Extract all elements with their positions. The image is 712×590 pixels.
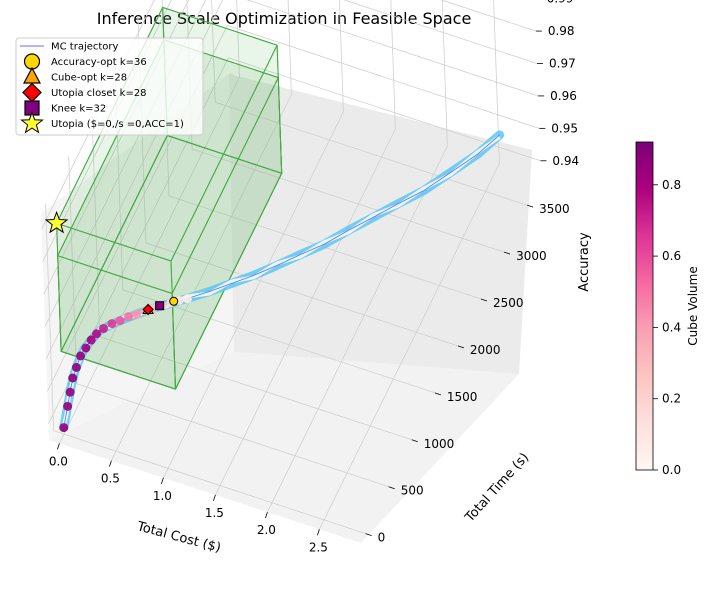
y-tick-mark <box>388 486 395 490</box>
colorbar-tick-label: 0.0 <box>662 463 681 477</box>
z-tick-label: 0.97 <box>549 57 576 71</box>
colorbar-tick-label: 0.2 <box>662 392 681 406</box>
x-gridline <box>215 0 396 496</box>
z-gridline <box>42 0 172 262</box>
x-gridline <box>267 0 448 513</box>
volume-point <box>107 319 117 329</box>
y-tick-label: 3500 <box>539 202 570 216</box>
x-gridline <box>111 0 292 461</box>
y-tick-mark <box>365 533 372 536</box>
y-tick-mark <box>434 392 441 396</box>
y-axis-ticks: 0 500 1000 1500 2000 2500 3000 3500 <box>365 202 570 545</box>
legend: MC trajectory Accuracy-opt k=36 Cube-opt k… <box>15 37 204 136</box>
y-tick-label: 1500 <box>447 390 478 404</box>
colorbar-label: Cube Volume <box>686 266 700 345</box>
z-gridline <box>46 24 540 392</box>
x-gridline <box>163 0 344 478</box>
z-tick-label: 0.96 <box>550 89 577 103</box>
x-tick-mark <box>109 460 112 467</box>
legend-label: Utopia closet k=28 <box>51 88 147 99</box>
utopia-star <box>44 210 69 234</box>
colorbar: 0.0 0.2 0.4 0.6 0.8 Cube Volume <box>635 141 700 477</box>
z-tick-label: 0.98 <box>548 24 575 38</box>
y-tick-label: 1000 <box>424 437 455 451</box>
volume-point <box>124 312 134 322</box>
y-tick-mark <box>411 439 418 443</box>
volume-point <box>132 309 142 319</box>
legend-label: Utopia ($=0,/s =0,ACC=1) <box>51 119 184 130</box>
volume-point <box>71 362 81 372</box>
floor-pane <box>49 352 519 543</box>
x-tick-mark <box>161 477 164 484</box>
x-tick-label: 1.5 <box>205 506 224 520</box>
colorbar-tick-label: 0.6 <box>662 249 681 263</box>
y-tick-label: 2000 <box>470 343 501 357</box>
x-tick-label: 0.0 <box>49 454 68 468</box>
legend-label: Accuracy-opt k=36 <box>51 57 147 68</box>
highlighted-points <box>142 296 179 316</box>
legend-star-swatch <box>20 111 44 134</box>
y-tick-label: 2500 <box>493 296 524 310</box>
knee-marker <box>155 301 165 311</box>
x-tick-mark <box>213 494 216 502</box>
y-gridline <box>45 203 366 534</box>
z-gridline <box>43 0 537 295</box>
z-tick-label: 0.94 <box>552 154 579 168</box>
x-axis-label: Total Cost ($) <box>134 519 222 556</box>
z-axis-label: Accuracy <box>577 232 592 292</box>
y-tick-label: 0 <box>378 531 386 545</box>
volume-point <box>86 335 96 345</box>
legend-label: Cube-opt k=28 <box>51 73 127 84</box>
utopia-closest-marker <box>142 303 154 316</box>
x-tick-label: 1.0 <box>153 489 172 503</box>
chart-title: Inference Scale Optimization in Feasible… <box>97 9 472 28</box>
volume-point <box>92 329 102 339</box>
y-gridline <box>68 156 389 488</box>
x-tick-mark <box>57 443 60 450</box>
legend-label: Knee k=32 <box>51 104 106 115</box>
utopia-marker <box>44 210 69 234</box>
volume-point <box>68 373 78 383</box>
volume-point <box>65 387 75 397</box>
legend-box <box>15 37 204 136</box>
colorbar-tick-label: 0.8 <box>662 178 681 192</box>
y-gridline <box>211 0 528 206</box>
x-tick-label: 2.0 <box>257 523 276 537</box>
y-tick-mark <box>480 298 488 302</box>
volume-point <box>81 343 91 353</box>
y-tick-mark <box>527 204 534 208</box>
colorbar-tick-label: 0.4 <box>662 320 681 334</box>
volume-point <box>76 351 86 361</box>
y-tick-mark <box>457 345 465 349</box>
z-gridline <box>48 57 541 424</box>
z-axis-ticks: 0.940.950.960.970.980.991.00 <box>535 0 579 168</box>
volume-point <box>63 401 73 411</box>
y-tick-mark <box>503 251 511 255</box>
volume-point <box>59 423 69 433</box>
x-gridline <box>319 0 500 530</box>
z-tick-label: 0.95 <box>551 121 578 135</box>
x-tick-mark <box>265 511 268 519</box>
y-tick-label: 500 <box>401 484 424 498</box>
z-tick-label: 0.99 <box>547 0 574 6</box>
x-tick-label: 2.5 <box>309 540 328 554</box>
y-gridline <box>186 0 505 253</box>
y-gridline <box>114 62 435 394</box>
x-axis-ticks: 0.0 0.5 1.0 1.5 2.0 2.5 <box>49 443 328 554</box>
z-gridline <box>45 0 539 360</box>
colorbar-gradient <box>635 141 654 471</box>
y-tick-label: 3000 <box>516 249 547 263</box>
x-tick-mark <box>317 529 320 536</box>
accuracy-opt-marker <box>169 296 179 306</box>
legend-label: MC trajectory <box>51 42 119 53</box>
x-tick-label: 0.5 <box>101 472 120 486</box>
volume-point <box>115 316 125 326</box>
y-axis-label: Total Time (s) <box>462 450 532 526</box>
volume-point <box>182 294 192 304</box>
z-gridline <box>44 0 538 327</box>
volume-point <box>98 323 108 333</box>
